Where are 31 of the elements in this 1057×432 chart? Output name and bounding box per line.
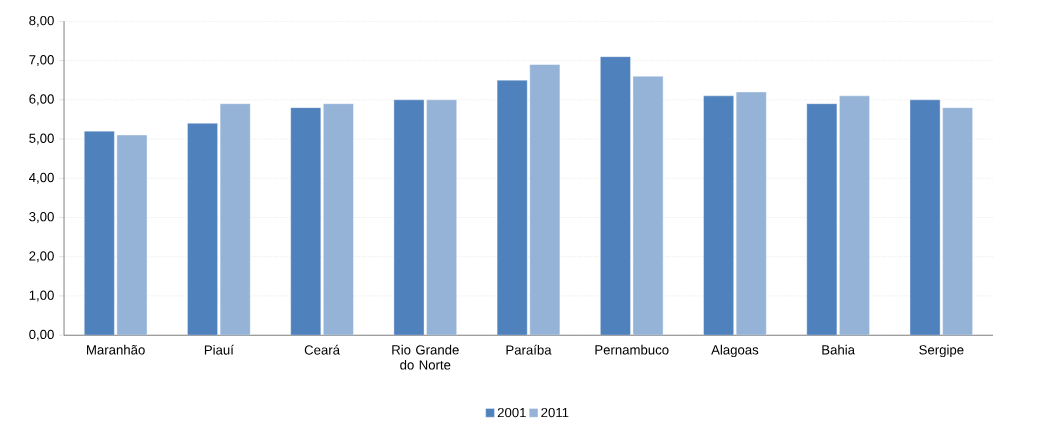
x-tick-label: Ceará — [304, 344, 341, 355]
bar — [116, 134, 148, 336]
y-tick-label: 2,00 — [29, 251, 54, 263]
bar — [426, 99, 457, 336]
bar — [942, 107, 973, 336]
y-tick-label: 6,00 — [29, 94, 54, 106]
bar — [736, 91, 767, 336]
bar — [529, 64, 561, 336]
bar — [323, 103, 354, 336]
legend-label: 2011 — [541, 407, 569, 418]
bar — [839, 95, 870, 336]
y-tick-label: 5,00 — [29, 133, 54, 145]
x-tick-label: Piauí — [204, 344, 234, 355]
x-tick-label: Rio Grande do Norte — [392, 344, 459, 370]
x-tick-label: Maranhão — [87, 344, 145, 355]
y-tick-label: 8,00 — [29, 15, 54, 27]
x-tick-label: Sergipe — [919, 344, 964, 358]
x-tick-label: Bahia — [822, 344, 855, 355]
bar — [632, 76, 664, 336]
bar — [219, 103, 251, 336]
x-tick-label: Alagoas — [711, 344, 759, 358]
bar — [703, 95, 734, 336]
legend-label: 2001 — [497, 407, 526, 418]
y-tick-label: 1,00 — [29, 290, 54, 302]
bar — [290, 107, 322, 336]
y-tick-label: 4,00 — [29, 172, 54, 184]
x-tick-label: Paraíba — [506, 344, 552, 355]
y-tick-label: 0,00 — [29, 329, 54, 341]
y-tick-label: 3,00 — [29, 211, 54, 223]
y-tick-label: 7,00 — [29, 55, 54, 66]
x-tick-label: Pernambuco — [595, 344, 669, 355]
